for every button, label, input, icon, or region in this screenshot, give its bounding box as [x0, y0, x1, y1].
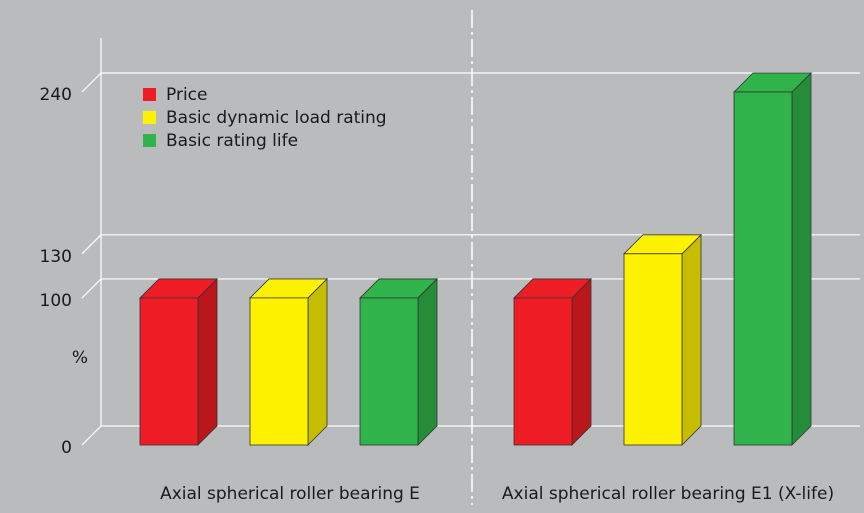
- bar-side-face: [417, 277, 438, 446]
- bar-front-face: [139, 297, 199, 446]
- legend-label-load-rating: Basic dynamic load rating: [166, 108, 387, 128]
- bar-side-face: [197, 277, 218, 446]
- gridline-130: [81, 234, 102, 255]
- y-axis-label: %: [72, 348, 88, 368]
- bar-group2-price: [513, 277, 592, 446]
- category-label-e1: Axial spherical roller bearing E1 (X-lif…: [502, 484, 834, 504]
- y-tick-label-240: 240: [40, 85, 72, 105]
- legend: Price Basic dynamic load rating Basic ra…: [143, 85, 387, 151]
- bar-front-face: [623, 253, 683, 446]
- legend-swatch-price: [143, 88, 156, 101]
- bar-group2-rating-life: [733, 72, 812, 446]
- bar-side-face: [571, 277, 592, 446]
- bar-front-face: [359, 297, 419, 446]
- legend-swatch-rating-life: [143, 134, 156, 147]
- bar-front-face: [249, 297, 309, 446]
- bar-group1-price: [139, 277, 218, 446]
- gridline-100: [81, 278, 102, 299]
- bar-front-face: [513, 297, 573, 446]
- bar-side-face: [307, 277, 328, 446]
- bar-side-face: [791, 72, 812, 446]
- y-tick-label-130: 130: [40, 247, 72, 267]
- y-tick-labels: 0 100 130 240: [40, 85, 72, 458]
- bar-front-face: [733, 91, 793, 446]
- y-tick-label-100: 100: [40, 291, 72, 311]
- bar-group1-load-rating: [249, 277, 328, 446]
- grid: [81, 38, 860, 446]
- legend-label-rating-life: Basic rating life: [166, 131, 298, 151]
- bar-group1-rating-life: [359, 277, 438, 446]
- gridline-240: [81, 72, 102, 93]
- category-label-e: Axial spherical roller bearing E: [160, 484, 420, 504]
- bar-side-face: [681, 233, 702, 446]
- legend-label-price: Price: [166, 85, 207, 105]
- legend-swatch-load-rating: [143, 111, 156, 124]
- bars: [139, 72, 812, 446]
- gridline-0: [81, 425, 102, 446]
- y-tick-label-0: 0: [61, 438, 72, 458]
- bar-group2-load-rating: [623, 233, 702, 446]
